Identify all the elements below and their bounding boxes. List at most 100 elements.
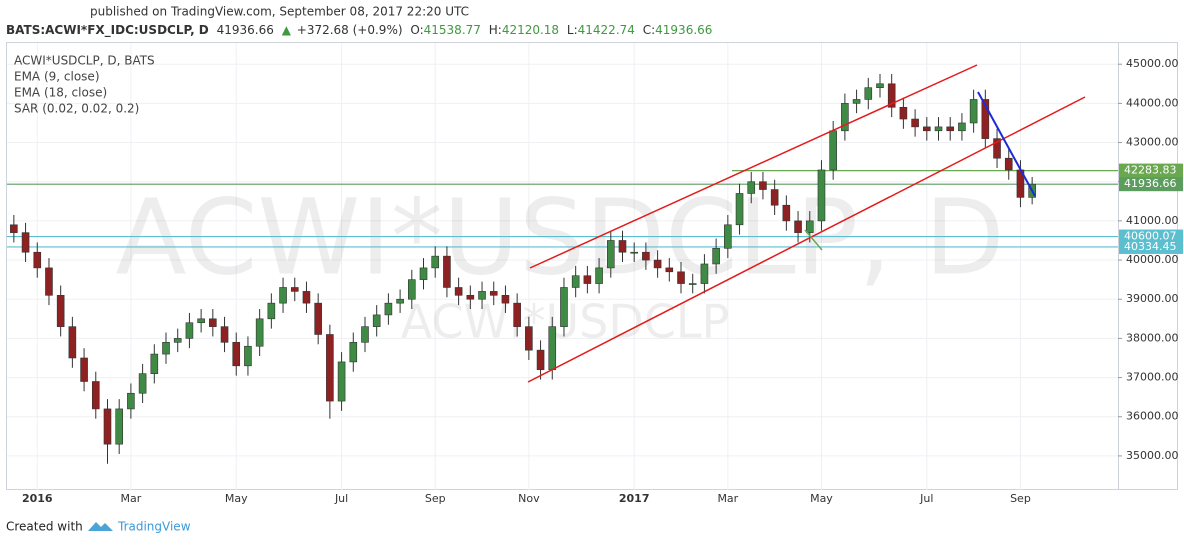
price-label-box (1119, 239, 1183, 254)
candle-body (923, 126, 931, 132)
candle-body (688, 283, 697, 285)
candle-body (185, 322, 194, 339)
candle-body (899, 106, 908, 120)
candle-body (501, 295, 510, 304)
candle-body (583, 275, 592, 284)
candle-body (969, 99, 978, 124)
candle-body (232, 342, 241, 367)
candle-body (1004, 157, 1013, 171)
candle-body (314, 302, 322, 335)
y-tick-label: 37000.00 (1126, 371, 1179, 384)
quote-o-label: O: (410, 23, 423, 37)
candle-body (852, 99, 861, 104)
candle-body (513, 302, 521, 327)
quote-symbol: BATS:ACWI*FX_IDC:USDCLP, D (6, 23, 209, 38)
candle-body (677, 271, 685, 284)
candle-body (946, 126, 955, 132)
price-label: 42283.83 (1124, 164, 1177, 177)
candle-body (337, 361, 346, 402)
legend-entry: SAR (0.02, 0.02, 0.2) (14, 102, 139, 116)
quote-l: 41422.74 (578, 23, 635, 37)
price-label-box (1119, 177, 1183, 192)
quote-last: 41936.66 (217, 23, 274, 37)
candle-body (255, 318, 264, 347)
trend-line (529, 64, 978, 269)
y-tick-label: 43000.00 (1126, 136, 1179, 149)
candle-body (548, 326, 557, 371)
candle-body (525, 326, 533, 351)
candle-body (735, 193, 744, 226)
candle-body (162, 342, 170, 355)
footer-brand[interactable]: TradingView (117, 520, 191, 534)
x-tick-label: Jul (334, 492, 348, 505)
candle-body (817, 169, 826, 222)
quote-o: 41538.77 (424, 23, 481, 37)
candle-body (150, 353, 159, 374)
candle-body (887, 83, 896, 108)
x-tick-label: 2016 (22, 492, 53, 505)
x-tick-label: Jul (919, 492, 933, 505)
candle-body (981, 99, 990, 139)
published: published on TradingView.com, September … (90, 5, 469, 19)
y-tick-label: 35000.00 (1126, 449, 1179, 462)
candle-body (267, 302, 276, 320)
candle-body (209, 318, 217, 327)
candle-body (290, 287, 299, 292)
legend-entry: EMA (9, close) (14, 70, 100, 84)
x-tick-label: Sep (1010, 492, 1031, 505)
candle-body (770, 189, 779, 206)
legend: ACWI*USDCLP, D, BATS EMA (9, close) EMA (1… (14, 54, 155, 116)
candle-body (56, 295, 65, 327)
x-tick-label: Mar (121, 492, 142, 505)
candle-body (595, 267, 603, 284)
candle-body (220, 326, 229, 343)
candle-body (805, 220, 814, 233)
candle-body (103, 408, 112, 445)
candle-body (372, 314, 381, 327)
candle-body (958, 122, 966, 132)
candle-body (665, 267, 674, 273)
candle-body (80, 357, 88, 382)
brand-logo (88, 522, 113, 531)
candle-body (606, 240, 615, 269)
y-tick-label: 39000.00 (1126, 292, 1179, 305)
candle-body (712, 248, 720, 265)
candle-body (10, 224, 18, 233)
candle-body (173, 338, 182, 343)
candle-body (782, 204, 791, 222)
footer-created: Created with (6, 520, 83, 534)
y-tick-label: 45000.00 (1126, 57, 1179, 70)
quote-line: BATS:ACWI*FX_IDC:USDCLP, D 41936.66 ▲ +3… (6, 23, 712, 38)
candle-body (408, 279, 416, 300)
y-tick-label: 38000.00 (1126, 331, 1179, 344)
candle-body (841, 103, 849, 132)
candle-body (419, 267, 428, 280)
x-tick-label: 2017 (619, 492, 650, 505)
candle-body (127, 392, 135, 410)
candle-body (115, 408, 123, 445)
candle-body (864, 87, 873, 100)
candle-body (91, 381, 100, 410)
candle-body (829, 130, 837, 171)
candle-body (33, 251, 42, 269)
candle-body (489, 291, 498, 296)
x-tick-label: May (225, 492, 248, 505)
candle-body (911, 118, 919, 128)
quote-arrow: ▲ (282, 23, 292, 37)
candle-body (396, 298, 404, 304)
watermark: ACWI*USDCLP, D (115, 176, 1004, 298)
candle-body (197, 318, 205, 324)
trend-line (804, 229, 823, 251)
price-label: 40600.07 (1124, 230, 1177, 243)
quote-l-label: L: (567, 23, 578, 37)
candle-body (653, 259, 662, 269)
candle-body (431, 255, 440, 269)
legend-entry: ACWI*USDCLP, D, BATS (14, 54, 155, 68)
candle-body (138, 373, 147, 394)
candle-body (349, 342, 358, 363)
candle-body (934, 126, 943, 132)
candle-body (747, 181, 756, 194)
x-tick-label: Sep (425, 492, 446, 505)
candle-body (876, 83, 884, 88)
candle-body (326, 334, 334, 402)
